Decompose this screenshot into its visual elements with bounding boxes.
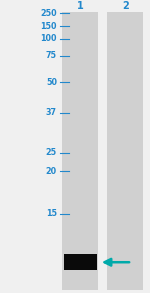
Text: 37: 37: [46, 108, 57, 117]
Text: 20: 20: [46, 167, 57, 176]
Text: 150: 150: [40, 22, 57, 31]
Text: 15: 15: [46, 209, 57, 218]
Text: 75: 75: [46, 51, 57, 60]
Bar: [107, 12, 143, 290]
Text: 25: 25: [46, 149, 57, 157]
Bar: [64, 254, 97, 270]
Text: 250: 250: [40, 9, 57, 18]
Text: 1: 1: [77, 1, 84, 11]
Text: 2: 2: [122, 1, 129, 11]
Text: 100: 100: [40, 34, 57, 43]
Bar: [62, 12, 98, 290]
Text: 50: 50: [46, 78, 57, 86]
